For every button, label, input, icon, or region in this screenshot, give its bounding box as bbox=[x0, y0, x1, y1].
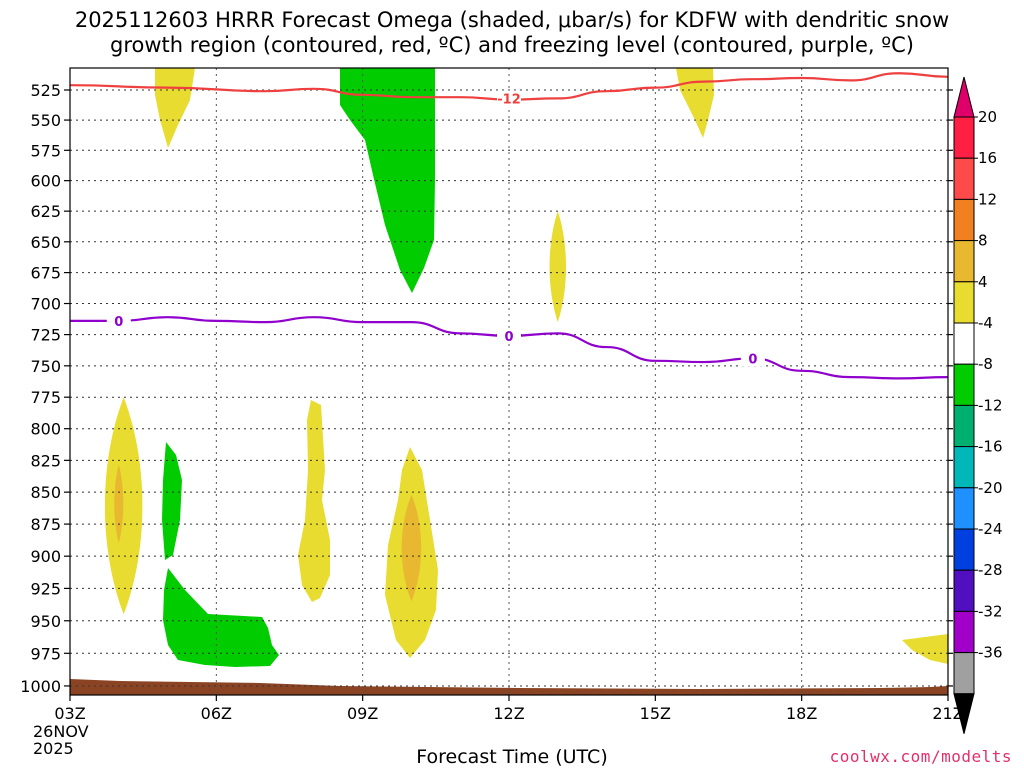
colorbar-swatch bbox=[953, 198, 975, 242]
y-tick-label: 925 bbox=[30, 579, 61, 598]
omega-region-rising-upper-right bbox=[676, 68, 714, 138]
x-axis-title: Forecast Time (UTC) bbox=[416, 746, 608, 768]
colorbar-tick-label: -12 bbox=[978, 396, 1003, 414]
x-tick-label: 12Z bbox=[493, 704, 524, 723]
colorbar-swatch bbox=[953, 157, 975, 200]
y-tick-label: 1000 bbox=[20, 677, 61, 696]
y-tick-label: 850 bbox=[30, 483, 61, 502]
colorbar-tick-label: 8 bbox=[978, 232, 988, 250]
contour-label: 0 bbox=[114, 315, 123, 330]
y-tick-label: 725 bbox=[30, 326, 61, 345]
y-tick-label: 800 bbox=[30, 420, 61, 439]
x-tick-label: 06Z bbox=[201, 704, 232, 723]
omega-region-sinking-lower-foot bbox=[163, 568, 279, 667]
colorbar-swatch bbox=[953, 363, 975, 406]
x-tick-label: 03Z bbox=[54, 704, 85, 723]
colorbar-swatch bbox=[953, 281, 975, 324]
colorbar-swatch bbox=[953, 322, 975, 365]
y-tick-label: 750 bbox=[30, 357, 61, 376]
colorbar-tick-label: -36 bbox=[978, 644, 1003, 662]
contour-label-bg bbox=[740, 350, 765, 367]
y-tick-label: 875 bbox=[30, 515, 61, 534]
omega-region-strong-rising-10z bbox=[401, 494, 422, 602]
colorbar-top-arrow bbox=[953, 76, 975, 118]
colorbar-swatch bbox=[953, 528, 975, 571]
y-tick-label: 575 bbox=[30, 141, 61, 160]
colorbar-tick-label: -32 bbox=[978, 602, 1003, 620]
omega-region-rising-04z bbox=[104, 397, 143, 615]
colorbar-tick-label: 20 bbox=[978, 108, 997, 126]
colorbar-swatch bbox=[953, 116, 975, 159]
omega-region-rising-upper-left bbox=[155, 68, 195, 148]
omega-region-rising-mid-13z bbox=[549, 211, 567, 323]
colorbar-swatch bbox=[953, 446, 975, 489]
colorbar-tick-label: -24 bbox=[978, 520, 1003, 538]
site-credit-link[interactable]: coolwx.com/modelts bbox=[829, 747, 1012, 766]
x-tick-label: 15Z bbox=[640, 704, 671, 723]
contour-label: 0 bbox=[504, 330, 513, 345]
colorbar-tick-label: -8 bbox=[978, 355, 993, 373]
colorbar-tick-label: 16 bbox=[978, 149, 997, 167]
y-tick-label: 900 bbox=[30, 547, 61, 566]
y-tick-label: 675 bbox=[30, 264, 61, 283]
colorbar-tick-label: -16 bbox=[978, 438, 1003, 456]
colorbar-swatch bbox=[953, 610, 975, 654]
y-tick-label: 600 bbox=[30, 172, 61, 191]
y-tick-label: 525 bbox=[30, 81, 61, 100]
terrain-surface-band bbox=[70, 679, 948, 695]
omega-region-sinking-lower-sliver bbox=[162, 442, 182, 560]
omega-region-rising-21z bbox=[902, 634, 948, 664]
colorbar-swatch bbox=[953, 487, 975, 530]
contour-label: -12 bbox=[497, 92, 521, 107]
colorbar-swatch bbox=[953, 240, 975, 283]
x-tick-label: 21Z bbox=[932, 704, 963, 723]
colorbar-swatch bbox=[953, 404, 975, 448]
y-tick-label: 975 bbox=[30, 644, 61, 663]
contour-label-bg bbox=[497, 327, 521, 344]
colorbar-bottom-arrow bbox=[953, 693, 975, 734]
start-date-label: 26NOV bbox=[33, 722, 89, 741]
colorbar-swatch bbox=[953, 652, 975, 695]
y-tick-label: 625 bbox=[30, 202, 61, 221]
x-tick-label: 09Z bbox=[347, 704, 378, 723]
contour-label-bg bbox=[497, 90, 521, 107]
colorbar-swatch bbox=[953, 569, 975, 612]
colorbar-tick-label: 12 bbox=[978, 190, 997, 208]
y-tick-label: 775 bbox=[30, 388, 61, 407]
contour-label-bg bbox=[106, 312, 131, 329]
chart-title-line-1: 2025112603 HRRR Forecast Omega (shaded, … bbox=[74, 8, 950, 32]
y-tick-label: 550 bbox=[30, 111, 61, 130]
x-tick-label: 18Z bbox=[786, 704, 817, 723]
dendritic-contour-line bbox=[69, 72, 949, 101]
start-year-label: 2025 bbox=[33, 739, 74, 758]
y-tick-label: 825 bbox=[30, 451, 61, 470]
y-tick-label: 950 bbox=[30, 612, 61, 631]
colorbar-tick-label: -4 bbox=[978, 314, 993, 332]
y-tick-label: 700 bbox=[30, 295, 61, 314]
colorbar-tick-label: -20 bbox=[978, 479, 1003, 497]
chart-title-line-2: growth region (contoured, red, ºC) and f… bbox=[110, 33, 914, 57]
y-tick-label: 650 bbox=[30, 233, 61, 252]
omega-region-strong-rising-04z bbox=[114, 464, 124, 544]
contour-label: 0 bbox=[748, 352, 757, 367]
omega-region-rising-08z bbox=[298, 400, 330, 602]
colorbar-tick-label: -28 bbox=[978, 561, 1003, 579]
colorbar-tick-label: 4 bbox=[978, 273, 988, 291]
omega-region-sinking-upper bbox=[340, 68, 435, 293]
